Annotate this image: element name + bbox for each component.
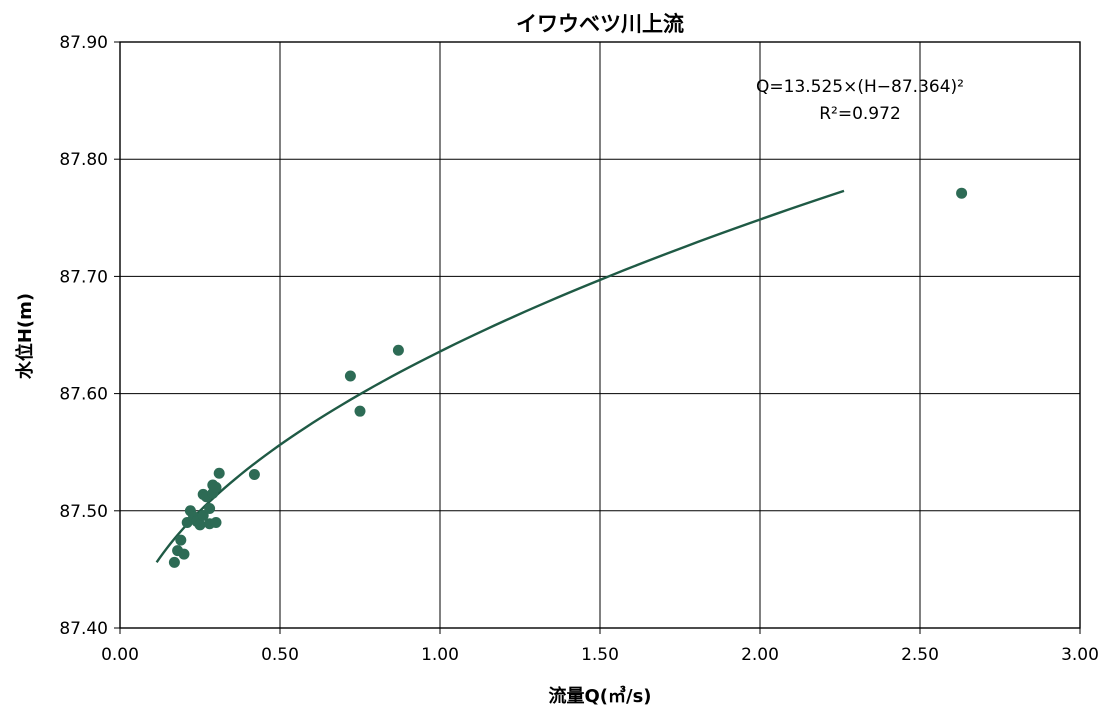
data-point	[197, 509, 209, 521]
chart-title: イワウベツ川上流	[516, 12, 684, 36]
x-tick-label: 2.00	[741, 645, 779, 665]
data-point	[210, 517, 222, 529]
y-tick-label: 87.70	[59, 267, 108, 287]
y-tick-label: 87.80	[59, 150, 108, 170]
data-point	[168, 556, 180, 568]
data-point	[178, 548, 190, 560]
x-axis-label: 流量Q(㎥/s)	[548, 686, 652, 707]
x-tick-label: 0.50	[261, 645, 299, 665]
x-tick-label: 2.50	[901, 645, 939, 665]
data-point	[248, 468, 260, 480]
equation-annotation: Q=13.525×(H−87.364)² R²=0.972	[740, 74, 980, 128]
y-tick-label: 87.60	[59, 385, 108, 405]
data-point	[204, 502, 216, 514]
data-point	[194, 519, 206, 531]
y-tick-label: 87.50	[59, 502, 108, 522]
y-tick-label: 87.90	[59, 33, 108, 53]
r-squared-text: R²=0.972	[819, 104, 901, 124]
data-point	[344, 370, 356, 382]
data-point	[956, 187, 968, 199]
data-point	[354, 405, 366, 417]
data-point	[210, 481, 222, 493]
y-axis-label: 水位H(m)	[15, 292, 36, 380]
x-tick-label: 0.00	[101, 645, 139, 665]
x-tick-label: 3.00	[1061, 645, 1099, 665]
x-tick-label: 1.00	[421, 645, 459, 665]
y-tick-label: 87.40	[59, 619, 108, 639]
axis-ticks: 0.00 0.50 1.00 1.50 2.00 2.50 3.00 87.40 87.50 87…	[59, 33, 1099, 665]
data-point	[213, 467, 225, 479]
x-tick-label: 1.50	[581, 645, 619, 665]
fit-curve-layer	[155, 189, 845, 564]
data-points	[168, 187, 968, 568]
data-point	[175, 534, 187, 546]
grid	[119, 41, 1081, 629]
equation-text: Q=13.525×(H−87.364)²	[756, 77, 964, 97]
fit-curve	[155, 189, 845, 564]
data-point	[392, 344, 404, 356]
